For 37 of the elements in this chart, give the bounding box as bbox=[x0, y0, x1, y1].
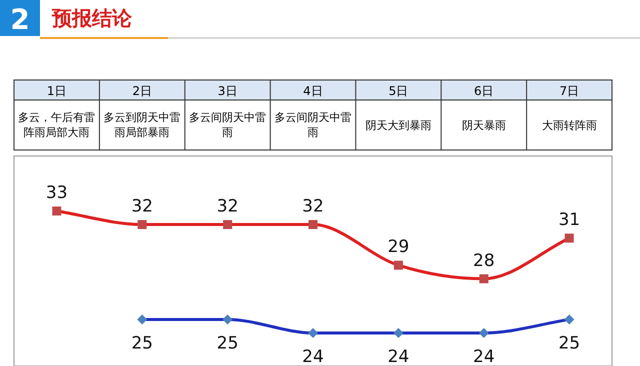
text: 多云间阴天中雷雨 bbox=[273, 110, 352, 141]
data-label: 25 bbox=[131, 333, 153, 354]
point bbox=[138, 220, 147, 230]
data-label: 32 bbox=[216, 196, 238, 217]
data-label: 32 bbox=[131, 196, 153, 217]
x-tick-label: 5日 bbox=[388, 84, 408, 98]
text: 多云到阴天中雷雨局部暴雨 bbox=[102, 110, 182, 141]
x-tick-label: 1日 bbox=[46, 84, 67, 98]
point bbox=[223, 220, 232, 230]
x-tick-label: 3日 bbox=[218, 84, 238, 98]
text: 大雨转阵雨 bbox=[540, 118, 598, 134]
point bbox=[394, 260, 403, 270]
data-label: 28 bbox=[473, 250, 495, 271]
text: 阴天暴雨 bbox=[460, 118, 507, 134]
data-label: 24 bbox=[302, 347, 324, 366]
text: 多云间阴天中雷雨 bbox=[188, 110, 268, 141]
data-label: 29 bbox=[388, 237, 410, 258]
point bbox=[52, 206, 62, 216]
data-label: 24 bbox=[388, 347, 410, 366]
data-label: 24 bbox=[473, 347, 495, 366]
point bbox=[564, 234, 574, 243]
data-label: 33 bbox=[46, 183, 68, 203]
text: 多云，午后有雷阵雨局部大雨 bbox=[17, 110, 96, 141]
x-tick-label: 7日 bbox=[559, 84, 580, 98]
text: 阴天大到暴雨 bbox=[364, 118, 432, 134]
data-label: 25 bbox=[216, 333, 238, 354]
point bbox=[479, 274, 488, 284]
chart-title: 预报结论 bbox=[51, 6, 133, 30]
x-tick-label: 2日 bbox=[132, 84, 152, 98]
header: 2 预报结论 bbox=[0, 0, 640, 39]
x-tick-label: 6日 bbox=[474, 84, 494, 98]
point bbox=[308, 220, 318, 230]
data-label: 25 bbox=[558, 333, 580, 354]
data-label: 31 bbox=[558, 210, 580, 230]
x-tick-label: 4日 bbox=[303, 84, 323, 98]
data-label: 32 bbox=[302, 196, 324, 217]
chart-subtitle: 2 bbox=[10, 3, 30, 36]
